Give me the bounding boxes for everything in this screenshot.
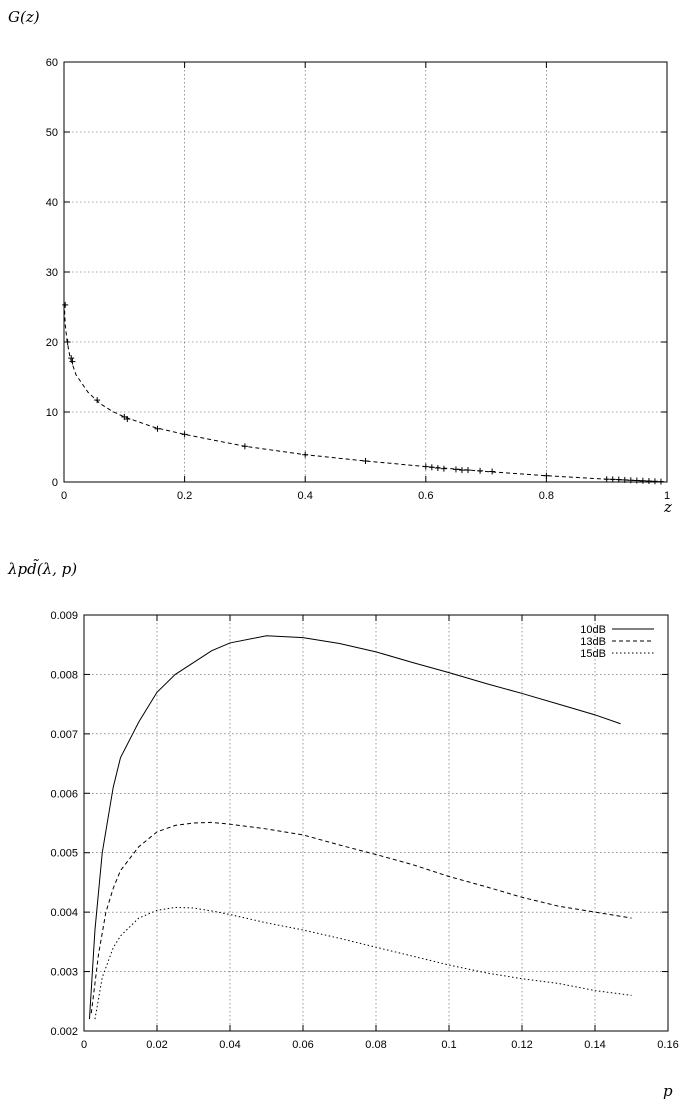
y-tick-label: 50 — [46, 127, 58, 139]
x-tick-label: 0.16 — [657, 1039, 678, 1051]
y-tick-label: 40 — [46, 197, 58, 209]
data-point-marker — [62, 301, 69, 308]
data-point-marker — [362, 458, 369, 464]
x-tick-label: 0.1 — [441, 1039, 456, 1051]
data-point-marker — [615, 476, 622, 483]
y-tick-label: 0.007 — [50, 729, 78, 741]
x-tick-label: 0.02 — [146, 1039, 167, 1051]
data-point-marker — [181, 431, 188, 438]
y-tick-label: 0.002 — [50, 1026, 78, 1038]
series-line-0 — [63, 303, 668, 483]
data-point-marker — [477, 467, 484, 474]
x-tick-label: 0 — [81, 1039, 87, 1051]
plot-frame — [63, 61, 668, 483]
data-point-marker — [440, 465, 447, 472]
y-tick-label: 0 — [52, 477, 58, 489]
data-point-marker — [639, 477, 646, 484]
data-point-marker — [543, 472, 550, 479]
chart-lambda-p-d-svg: λpd̃(λ, p) p 0 0.02 0.04 0.06 0.08 0.1 0.12 0.1… — [7, 559, 679, 1100]
data-point-marker — [94, 397, 101, 404]
x-tick-label: 0.4 — [298, 490, 313, 502]
data-point-marker — [68, 355, 75, 362]
data-point-marker — [121, 413, 128, 420]
data-point-marker — [627, 477, 634, 484]
x-tick-label: 0.12 — [511, 1039, 532, 1051]
x-tick-label: 0.14 — [584, 1039, 605, 1051]
data-point-marker — [64, 339, 71, 345]
data-point-marker — [609, 476, 616, 483]
data-point-marker — [124, 416, 131, 422]
data-point-marker — [621, 476, 628, 483]
y-tick-label: 0.008 — [50, 669, 78, 681]
data-point-marker — [241, 443, 248, 450]
x-tick-label: 0.2 — [177, 490, 192, 502]
x-tick-label: 0.08 — [365, 1039, 386, 1051]
data-point-marker — [458, 467, 465, 474]
legend-label-15dB: 15dB — [580, 648, 606, 660]
data-point-marker — [633, 477, 640, 484]
plot-frame — [83, 614, 669, 1032]
y-tick-label: 10 — [46, 407, 58, 419]
data-point-marker — [69, 358, 76, 365]
data-point-marker — [434, 465, 441, 471]
data-point-marker — [465, 467, 472, 474]
y-tick-label: 20 — [46, 337, 58, 349]
y-tick-label: 0.005 — [50, 848, 78, 860]
data-point-marker — [302, 451, 309, 458]
data-point-marker — [154, 425, 161, 432]
series-line-10dB — [88, 635, 621, 1020]
y-tick-label: 30 — [46, 267, 58, 279]
y-tick-label: 0.004 — [50, 907, 78, 919]
data-point-marker — [489, 468, 496, 475]
y-tick-label: 0.006 — [50, 788, 78, 800]
chart-lambda-p-d: λpd̃(λ, p) p 0 0.02 0.04 0.06 0.08 0.1 0.12 0.1… — [0, 548, 680, 1105]
x-tick-label: 0.04 — [219, 1039, 240, 1051]
y-tick-label: 60 — [46, 57, 58, 69]
legend-label-10dB: 10dB — [580, 624, 606, 636]
data-point-marker — [657, 478, 664, 485]
chart-g-of-z: G(z) z 0 0.2 0.4 0.6 0.8 1 0 10 20 30 40 50 60 — [0, 0, 680, 525]
y-axis-label: λpd̃(λ, p) — [7, 559, 77, 578]
x-axis-label: p — [663, 1082, 673, 1100]
x-tick-label: 0.6 — [418, 490, 433, 502]
series-line-15dB — [94, 906, 632, 1020]
data-point-marker — [645, 478, 652, 485]
legend-label-13dB: 13dB — [580, 636, 606, 648]
x-tick-label: 1 — [664, 490, 670, 502]
data-point-marker — [422, 463, 429, 470]
x-axis-label: z — [663, 498, 672, 516]
data-point-marker — [452, 466, 459, 473]
data-point-marker — [651, 478, 658, 485]
y-tick-label: 0.003 — [50, 967, 78, 979]
y-axis-label: G(z) — [8, 8, 40, 26]
data-point-marker — [603, 476, 610, 483]
data-point-marker — [428, 464, 435, 471]
y-tick-label: 0.009 — [50, 610, 78, 622]
x-tick-label: 0.06 — [292, 1039, 313, 1051]
x-tick-label: 0 — [61, 490, 67, 502]
x-tick-label: 0.8 — [539, 490, 554, 502]
series-line-13dB — [90, 821, 632, 1014]
